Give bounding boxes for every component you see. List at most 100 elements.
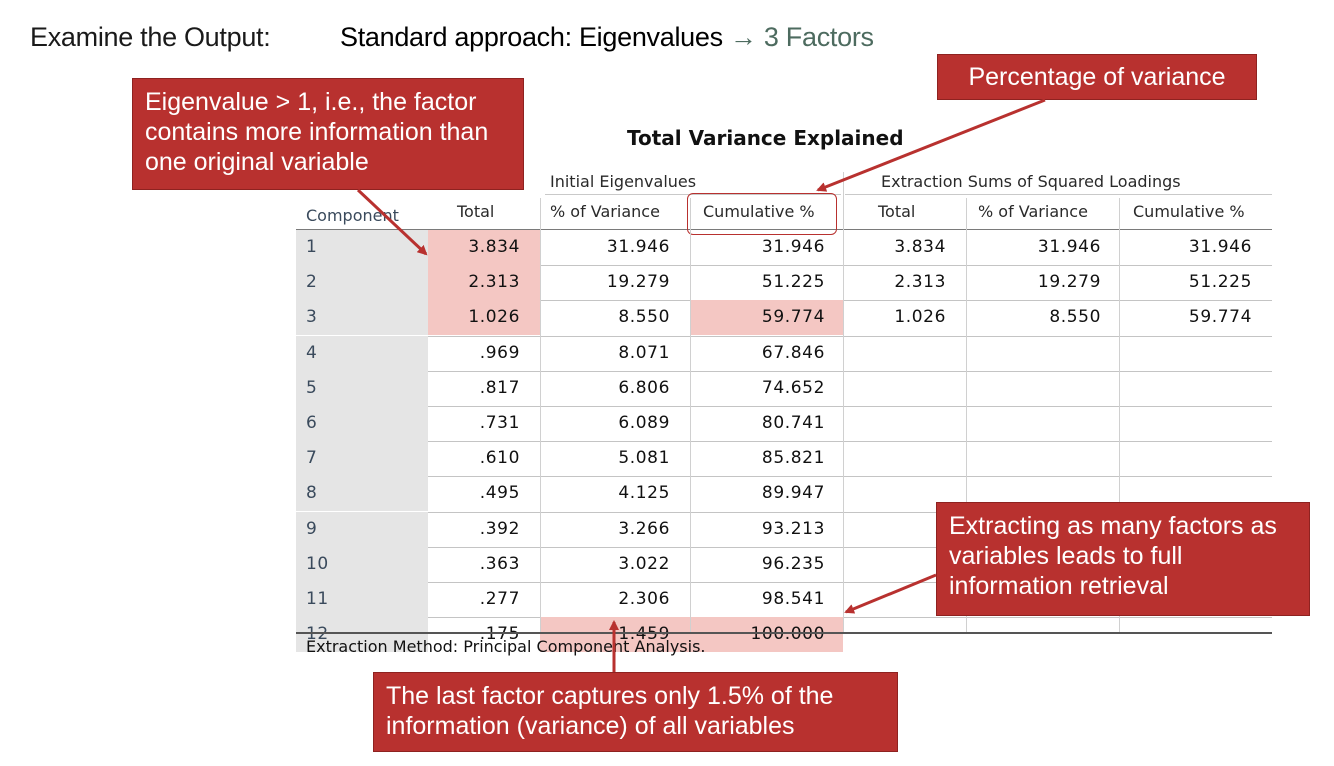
row-divider xyxy=(428,265,1272,267)
cell-component: 9 xyxy=(296,511,428,547)
row-divider xyxy=(428,335,1272,337)
cell-extraction-pct-variance xyxy=(966,617,1119,652)
cell-component: 7 xyxy=(296,441,428,477)
cell-pct-variance: 8.550 xyxy=(618,307,670,328)
table-row: 12.175 1.459 100.000 xyxy=(296,617,1272,653)
cell-extraction-cumulative xyxy=(1119,336,1272,371)
cell-pct-variance: 5.081 xyxy=(618,448,670,469)
cell-total: 2.313 xyxy=(428,265,540,301)
cell-total: .817 xyxy=(479,377,520,398)
cell-cumulative: 85.821 xyxy=(761,448,825,469)
group-underline-initial xyxy=(545,194,841,195)
cell-component: 11 xyxy=(296,582,428,617)
header-rule xyxy=(296,229,1272,230)
slide-title-accent: 3 Factors xyxy=(763,22,874,52)
cell-pct-variance: 8.071 xyxy=(618,342,670,363)
cell-component: 8 xyxy=(296,476,428,512)
cell-cumulative: 100.000 xyxy=(690,617,843,653)
cell-pct-variance: 31.946 xyxy=(606,237,670,257)
column-header-extraction-cumulative: Cumulative % xyxy=(1133,202,1245,221)
cell-total: .392 xyxy=(479,518,520,539)
table-row: 10 .363 3.022 96.235 xyxy=(296,546,1272,582)
group-underline-extraction xyxy=(845,194,1272,195)
cell-component: 2 xyxy=(296,265,428,301)
table-footnote: Extraction Method: Principal Component A… xyxy=(306,637,706,656)
cell-component: 3 xyxy=(296,300,428,336)
row-divider xyxy=(428,406,1272,407)
cell-pct-variance: 6.806 xyxy=(618,377,670,398)
cell-extraction-cumulative: 59.774 xyxy=(1188,307,1252,328)
cell-extraction-total: 2.313 xyxy=(894,272,946,293)
row-divider xyxy=(428,476,1272,478)
cell-extraction-total xyxy=(843,336,966,371)
cell-cumulative: 98.541 xyxy=(761,589,825,609)
table-row: 1 3.834 31.946 31.946 3.834 31.946 31.946 xyxy=(296,230,1272,265)
column-divider xyxy=(540,198,541,632)
table-row: 4 .969 8.071 67.846 xyxy=(296,335,1272,371)
cell-total: .731 xyxy=(479,413,520,433)
column-header-component: Component xyxy=(306,206,399,225)
cell-component: 5 xyxy=(296,370,428,406)
cell-pct-variance: 3.022 xyxy=(618,553,670,574)
cell-cumulative: 93.213 xyxy=(761,518,825,539)
row-divider xyxy=(428,617,1272,619)
cell-component: 4 xyxy=(296,335,428,371)
cell-total: 1.026 xyxy=(428,300,540,336)
cell-total: .363 xyxy=(479,553,520,574)
table-row: 8 .495 4.125 89.947 xyxy=(296,476,1272,512)
column-divider xyxy=(690,198,691,632)
cell-total: .277 xyxy=(479,589,520,609)
cell-extraction-total: 3.834 xyxy=(894,237,946,257)
row-divider xyxy=(428,441,1272,443)
column-divider xyxy=(966,198,967,632)
row-divider xyxy=(428,511,1272,513)
cumulative-header-highlight xyxy=(687,193,837,235)
row-divider xyxy=(428,370,1272,372)
cell-cumulative: 96.235 xyxy=(761,553,825,574)
group-header-initial: Initial Eigenvalues xyxy=(550,172,697,191)
table-row: 5 .817 6.806 74.652 xyxy=(296,370,1272,406)
cell-cumulative: 74.652 xyxy=(761,377,825,398)
column-header-total: Total xyxy=(457,202,495,221)
cell-extraction-cumulative xyxy=(1119,371,1272,406)
cell-extraction-pct-variance xyxy=(966,371,1119,406)
table-row: 3 1.026 8.550 59.774 1.026 8.550 59.774 xyxy=(296,300,1272,336)
cell-extraction-cumulative xyxy=(1119,441,1272,476)
table-row: 2 2.313 19.279 51.225 2.313 19.279 51.225 xyxy=(296,265,1272,301)
right-arrow-icon: → xyxy=(729,22,757,52)
cell-total: 3.834 xyxy=(428,230,540,265)
callout-extracting: Extracting as many factors as variables … xyxy=(936,502,1310,616)
slide-title: Standard approach: Eigenvalues → 3 Facto… xyxy=(340,22,874,53)
cell-extraction-pct-variance: 19.279 xyxy=(1037,272,1101,293)
cell-extraction-pct-variance xyxy=(966,406,1119,441)
callout-eigenvalue: Eigenvalue > 1, i.e., the factor contain… xyxy=(132,78,524,190)
cell-pct-variance: 19.279 xyxy=(606,272,670,293)
slide-label: Examine the Output: xyxy=(30,22,271,52)
callout-last-factor: The last factor captures only 1.5% of th… xyxy=(373,672,898,752)
column-header-extraction-pct-variance: % of Variance xyxy=(978,202,1088,221)
cell-cumulative: 31.946 xyxy=(761,237,825,257)
cell-pct-variance: 2.306 xyxy=(618,589,670,609)
callout-percentage: Percentage of variance xyxy=(937,54,1257,100)
table-row: 7 .610 5.081 85.821 xyxy=(296,441,1272,477)
cell-cumulative: 67.846 xyxy=(761,342,825,363)
row-divider xyxy=(428,300,1272,302)
table-row: 11 .277 2.306 98.541 xyxy=(296,582,1272,617)
row-divider xyxy=(428,546,1272,548)
cell-extraction-cumulative xyxy=(1119,617,1272,652)
table-row: 6 .731 6.089 80.741 xyxy=(296,406,1272,441)
cell-pct-variance: 6.089 xyxy=(618,413,670,433)
cell-total: .969 xyxy=(479,342,520,363)
group-header-extraction: Extraction Sums of Squared Loadings xyxy=(881,172,1181,191)
table-row: 9 .392 3.266 93.213 xyxy=(296,511,1272,547)
cell-extraction-pct-variance: 8.550 xyxy=(1049,307,1101,328)
cell-extraction-pct-variance: 31.946 xyxy=(1037,237,1101,257)
column-divider xyxy=(843,172,844,632)
cell-extraction-total xyxy=(843,371,966,406)
cell-extraction-pct-variance xyxy=(966,441,1119,476)
cell-extraction-total xyxy=(843,441,966,476)
cell-extraction-cumulative xyxy=(1119,406,1272,441)
cell-pct-variance: 3.266 xyxy=(618,518,670,539)
column-header-pct-variance: % of Variance xyxy=(550,202,660,221)
cell-extraction-total xyxy=(843,406,966,441)
